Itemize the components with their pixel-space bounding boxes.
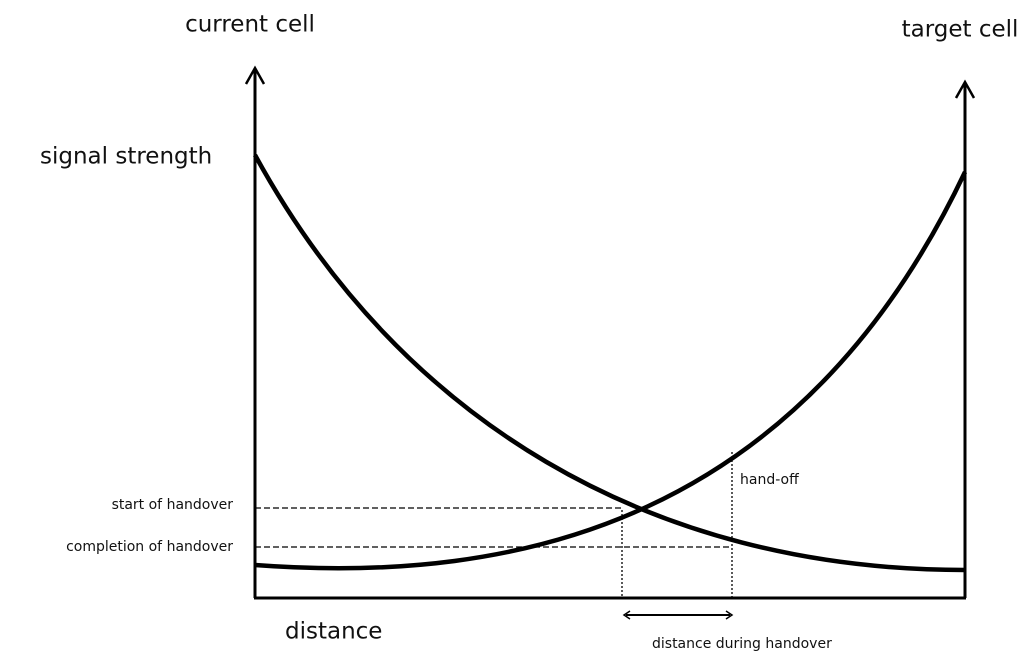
handoff-label: hand-off	[740, 472, 799, 488]
x-label: distance	[285, 619, 382, 645]
current-cell-label: current cell	[185, 12, 315, 38]
target-cell-curve	[254, 171, 968, 571]
right-axis-arrow	[954, 79, 976, 99]
completion-label: completion of handover	[66, 539, 233, 555]
left-axis-arrow	[244, 65, 266, 85]
target-cell-label: target cell	[902, 17, 1019, 43]
current-cell-curve	[253, 153, 966, 573]
start-label: start of handover	[112, 497, 234, 513]
span-label: distance during handover	[652, 636, 832, 652]
y-label: signal strength	[40, 144, 212, 170]
